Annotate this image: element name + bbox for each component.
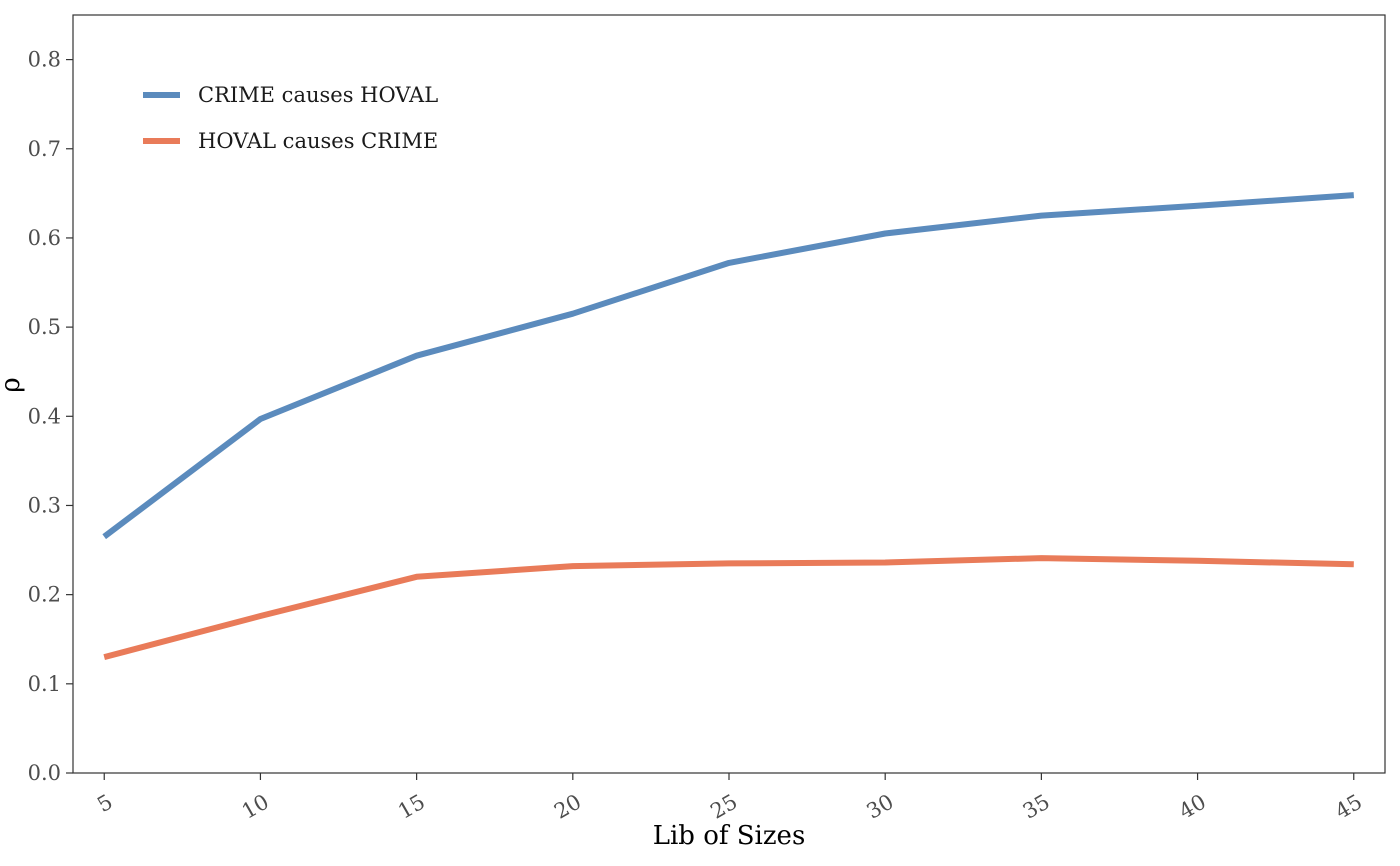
y-tick-label: 0.0 (28, 761, 61, 785)
x-tick-label: 40 (1175, 790, 1210, 824)
x-tick-label: 25 (706, 790, 741, 824)
y-tick-label: 0.3 (28, 493, 61, 517)
y-tick-label: 0.2 (28, 583, 61, 607)
plot-panel (72, 14, 1386, 774)
x-tick-label: 35 (1019, 790, 1054, 824)
series-line-1 (102, 192, 1355, 540)
legend-label-1: CRIME causes HOVAL (198, 83, 438, 107)
x-tick-label: 20 (550, 790, 585, 824)
y-tick-label: 0.6 (28, 226, 61, 250)
series-layer (102, 192, 1355, 661)
x-tick-label: 15 (394, 790, 429, 824)
y-tick-label: 0.4 (28, 404, 61, 428)
x-tick-label: 30 (863, 790, 898, 824)
x-tick-label: 45 (1331, 790, 1366, 824)
y-tick-label: 0.1 (28, 672, 61, 696)
x-axis-title: Lib of Sizes (653, 821, 806, 851)
y-tick-label: 0.5 (28, 315, 61, 339)
y-tick-label: 0.8 (28, 48, 61, 72)
x-tick-label: 10 (238, 790, 273, 824)
x-tick-label: 5 (93, 790, 117, 817)
y-tick-label: 0.7 (28, 137, 61, 161)
series-line-2 (103, 555, 1354, 661)
legend: CRIME causes HOVAL HOVAL causes CRIME (143, 83, 438, 153)
legend-label-2: HOVAL causes CRIME (198, 129, 438, 153)
y-axis-title: ρ (0, 377, 26, 392)
y-axis: 0.0 0.1 0.2 0.3 0.4 0.5 0.6 0.7 0.8 (28, 48, 73, 785)
x-axis: 5 10 15 20 25 30 35 40 45 (93, 773, 1366, 824)
